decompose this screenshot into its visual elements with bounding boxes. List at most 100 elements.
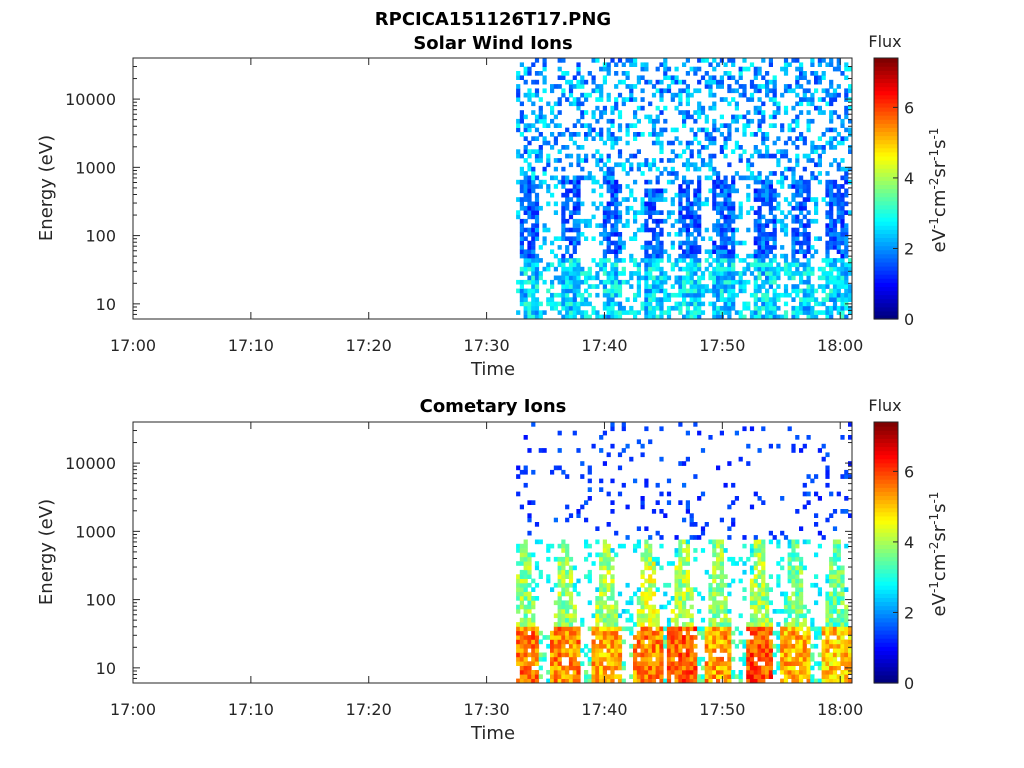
- cometary-flux-cell: [697, 630, 702, 636]
- solar-wind-flux-cell: [791, 179, 796, 185]
- solar-wind-flux-cell: [670, 262, 675, 268]
- cometary-flux-cell: [780, 626, 785, 632]
- cometary-flux-cell: [534, 630, 540, 636]
- cometary-flux-cell: [572, 565, 577, 571]
- cometary-flux-cell: [682, 461, 687, 466]
- solar-wind-flux-cell: [610, 249, 615, 254]
- cometary-flux-cell: [738, 678, 743, 684]
- solar-wind-flux-cell: [591, 153, 596, 159]
- solar-wind-flux-cell: [670, 292, 675, 298]
- cometary-flux-cell: [523, 548, 528, 553]
- cometary-flux-cell: [848, 513, 853, 518]
- solar-wind-flux-cell: [614, 205, 619, 211]
- cometary-flux-cell: [614, 665, 619, 671]
- cometary-flux-cell: [546, 635, 551, 640]
- solar-wind-flux-cell: [697, 249, 702, 254]
- solar-wind-flux-cell: [519, 205, 524, 211]
- solar-wind-flux-cell: [749, 97, 755, 102]
- cometary-flux-cell: [693, 674, 698, 679]
- cometary-flux-cell: [553, 622, 558, 627]
- cometary-flux-cell: [640, 626, 645, 632]
- cometary-flux-cell: [719, 639, 724, 645]
- cometary-colorbar-swatch: [874, 458, 898, 464]
- solar-wind-flux-cell: [523, 114, 528, 120]
- solar-wind-flux-cell: [550, 105, 555, 111]
- solar-wind-flux-cell: [659, 188, 664, 194]
- cometary-flux-cell: [844, 587, 849, 592]
- cometary-colorbar-swatch: [874, 540, 898, 545]
- solar-wind-flux-cell: [821, 88, 826, 94]
- solar-wind-flux-cell: [716, 201, 721, 207]
- solar-wind-flux-cell: [655, 210, 660, 215]
- solar-wind-flux-cell: [546, 153, 551, 159]
- solar-wind-flux-cell: [538, 184, 543, 189]
- solar-wind-flux-cell: [519, 197, 524, 202]
- solar-wind-flux-cell: [580, 292, 585, 298]
- cometary-flux-cell: [682, 639, 687, 645]
- solar-wind-flux-cell: [765, 249, 770, 254]
- cometary-flux-cell: [565, 635, 570, 640]
- solar-wind-flux-cell: [806, 236, 811, 241]
- cometary-colorbar-swatch: [874, 430, 898, 435]
- cometary-flux-cell: [519, 587, 524, 592]
- solar-wind-flux-cell: [757, 110, 762, 115]
- cometary-flux-cell: [610, 652, 615, 658]
- solar-wind-flux-cell: [746, 279, 751, 285]
- cometary-flux-cell: [565, 652, 570, 658]
- solar-wind-flux-cell: [791, 214, 796, 220]
- solar-wind-flux-cell: [727, 223, 732, 228]
- cometary-flux-cell: [651, 556, 657, 562]
- solar-wind-flux-cell: [734, 188, 739, 194]
- cometary-flux-cell: [531, 617, 536, 623]
- solar-wind-flux-cell: [840, 136, 845, 141]
- solar-wind-flux-cell: [644, 314, 649, 320]
- cometary-flux-cell: [795, 569, 800, 575]
- solar-wind-flux-cell: [704, 201, 709, 207]
- cometary-flux-cell: [697, 674, 702, 679]
- cometary-flux-cell: [727, 635, 732, 640]
- solar-wind-flux-cell: [606, 218, 611, 224]
- cometary-flux-cell: [757, 665, 762, 671]
- cometary-flux-cell: [561, 565, 566, 571]
- cometary-flux-cell: [708, 656, 713, 662]
- solar-wind-flux-cell: [772, 92, 777, 98]
- solar-wind-flux-cell: [795, 240, 800, 246]
- cometary-flux-cell: [625, 582, 630, 588]
- cometary-flux-cell: [716, 561, 721, 566]
- cometary-flux-cell: [840, 474, 845, 479]
- solar-wind-flux-cell: [527, 310, 532, 315]
- solar-wind-flux-cell: [791, 205, 796, 211]
- cometary-colorbar-swatch: [874, 642, 898, 647]
- solar-wind-flux-cell: [716, 258, 721, 263]
- solar-wind-flux-cell: [576, 145, 581, 150]
- cometary-flux-cell: [621, 639, 626, 645]
- solar-wind-flux-cell: [625, 184, 630, 189]
- cometary-flux-cell: [550, 678, 555, 684]
- cometary-flux-cell: [610, 500, 615, 505]
- solar-wind-flux-cell: [655, 223, 660, 228]
- cometary-flux-cell: [553, 678, 558, 684]
- solar-wind-flux-cell: [678, 310, 683, 315]
- cometary-flux-cell: [840, 591, 845, 597]
- solar-wind-flux-cell: [678, 253, 683, 259]
- cometary-flux-cell: [716, 661, 721, 666]
- cometary-flux-cell: [844, 652, 849, 658]
- cometary-flux-cell: [602, 652, 607, 658]
- solar-wind-flux-cell: [644, 262, 649, 268]
- cometary-flux-cell: [836, 556, 841, 562]
- solar-wind-flux-cell: [776, 192, 781, 198]
- solar-wind-flux-cell: [746, 266, 751, 272]
- solar-wind-flux-cell: [836, 62, 841, 67]
- cometary-flux-cell: [527, 569, 532, 575]
- cometary-flux-cell: [761, 587, 766, 592]
- solar-wind-flux-cell: [708, 271, 713, 276]
- solar-wind-flux-cell: [840, 258, 845, 263]
- solar-wind-flux-cell: [610, 118, 615, 124]
- cometary-flux-cell: [685, 556, 690, 562]
- solar-wind-flux-cell: [663, 127, 668, 133]
- solar-wind-flux-cell: [565, 284, 570, 289]
- solar-wind-flux-cell: [636, 75, 641, 80]
- cometary-flux-cell: [761, 426, 766, 432]
- cometary-flux-cell: [519, 643, 524, 649]
- cometary-flux-cell: [780, 652, 785, 658]
